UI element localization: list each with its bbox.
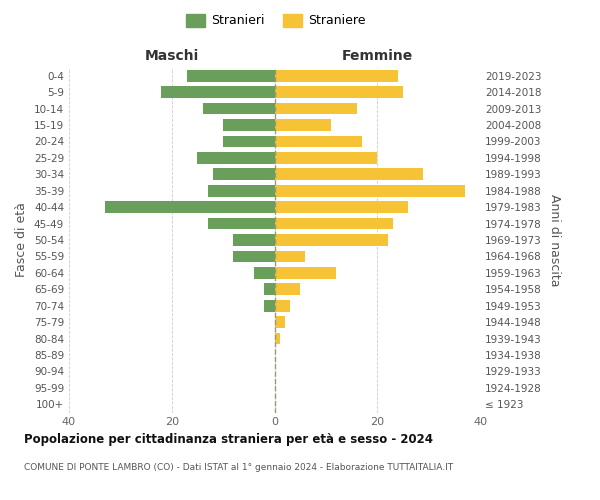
- Bar: [264, 300, 275, 312]
- Bar: [275, 152, 377, 164]
- Bar: [275, 168, 424, 180]
- Bar: [275, 234, 388, 246]
- Bar: [275, 267, 336, 279]
- Bar: [208, 218, 275, 230]
- Bar: [275, 119, 331, 131]
- Bar: [233, 234, 275, 246]
- Bar: [275, 201, 408, 213]
- Bar: [275, 86, 403, 98]
- Bar: [275, 284, 300, 295]
- Bar: [223, 136, 275, 147]
- Bar: [275, 218, 392, 230]
- Bar: [275, 316, 285, 328]
- Text: Popolazione per cittadinanza straniera per età e sesso - 2024: Popolazione per cittadinanza straniera p…: [24, 432, 433, 446]
- Bar: [197, 152, 275, 164]
- Bar: [275, 300, 290, 312]
- Bar: [264, 284, 275, 295]
- Bar: [187, 70, 275, 82]
- Bar: [203, 102, 275, 115]
- Bar: [233, 250, 275, 262]
- Bar: [275, 136, 362, 147]
- Bar: [275, 70, 398, 82]
- Y-axis label: Anni di nascita: Anni di nascita: [548, 194, 561, 286]
- Bar: [275, 102, 356, 115]
- Bar: [213, 168, 275, 180]
- Bar: [275, 332, 280, 344]
- Bar: [254, 267, 275, 279]
- Bar: [275, 185, 464, 196]
- Bar: [161, 86, 275, 98]
- Bar: [223, 119, 275, 131]
- Y-axis label: Fasce di età: Fasce di età: [16, 202, 28, 278]
- Legend: Stranieri, Straniere: Stranieri, Straniere: [181, 8, 371, 32]
- Bar: [208, 185, 275, 196]
- Bar: [275, 250, 305, 262]
- Text: COMUNE DI PONTE LAMBRO (CO) - Dati ISTAT al 1° gennaio 2024 - Elaborazione TUTTA: COMUNE DI PONTE LAMBRO (CO) - Dati ISTAT…: [24, 462, 453, 471]
- Bar: [105, 201, 275, 213]
